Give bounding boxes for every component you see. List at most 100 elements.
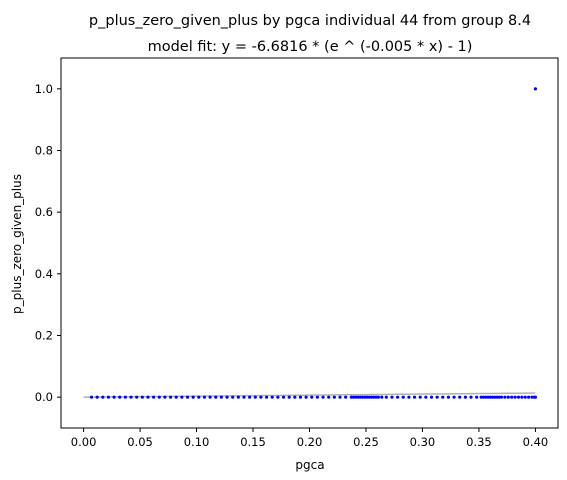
data-point <box>488 395 492 399</box>
data-point <box>446 395 451 399</box>
data-point <box>219 395 223 399</box>
data-point <box>463 395 467 399</box>
data-point <box>435 395 439 399</box>
data-point <box>242 395 246 399</box>
y-tick-label: 0.2 <box>35 329 53 343</box>
data-point <box>452 395 456 399</box>
data-point <box>513 395 517 399</box>
x-tick-label: 0.15 <box>240 435 266 449</box>
data-point <box>327 395 331 399</box>
data-point <box>259 395 263 399</box>
data-point <box>248 395 252 399</box>
data-point <box>168 395 173 399</box>
data-point <box>174 395 178 399</box>
data-point <box>495 395 499 399</box>
x-tick-label: 0.00 <box>71 435 97 449</box>
data-point <box>424 395 428 399</box>
plot-area: 0.00 0.05 0.10 0.15 0.20 0.25 0.30 0.35 0.40 0.0 0… <box>35 57 559 449</box>
data-point <box>152 395 156 399</box>
data-point <box>376 395 380 399</box>
x-tick-label: 0.10 <box>184 435 210 449</box>
data-point <box>374 395 378 399</box>
data-point <box>365 395 369 399</box>
data-point <box>372 395 376 399</box>
data-point <box>360 395 365 399</box>
data-point <box>358 395 362 399</box>
data-point <box>469 395 473 399</box>
data-point <box>533 395 538 399</box>
data-point <box>390 395 394 399</box>
data-point <box>236 395 240 399</box>
data-point <box>293 395 297 399</box>
data-point <box>95 395 99 399</box>
data-point <box>499 395 504 399</box>
data-point <box>270 395 274 399</box>
data-point <box>523 395 527 399</box>
data-point <box>481 395 486 399</box>
data-point <box>407 395 411 399</box>
data-point <box>484 395 488 399</box>
data-point <box>351 395 356 399</box>
data-point <box>506 395 510 399</box>
data-point <box>458 395 462 399</box>
data-point <box>197 395 201 399</box>
data-point <box>384 395 388 399</box>
data-point <box>479 395 483 399</box>
data-point <box>441 395 445 399</box>
data-point <box>530 395 534 399</box>
data-point <box>310 395 314 399</box>
data-point <box>503 395 507 399</box>
data-point <box>208 395 212 399</box>
data-point <box>367 395 371 399</box>
y-tick-label: 0.4 <box>35 267 53 281</box>
data-point <box>490 395 495 399</box>
data-point <box>356 395 360 399</box>
data-point <box>418 395 422 399</box>
data-point <box>516 395 521 399</box>
fit-line <box>83 392 536 398</box>
data-point <box>264 395 269 399</box>
data-point <box>349 395 353 399</box>
data-point <box>185 395 190 399</box>
data-point <box>180 395 184 399</box>
data-point <box>332 395 336 399</box>
data-point <box>510 395 514 399</box>
data-point <box>157 395 161 399</box>
data-point <box>89 395 94 399</box>
data-point <box>276 395 280 399</box>
data-point <box>486 395 490 399</box>
data-point <box>287 395 291 399</box>
data-point <box>396 395 400 399</box>
data-point <box>520 395 524 399</box>
data-point <box>231 395 235 399</box>
data-point <box>135 395 139 399</box>
data-point <box>112 395 116 399</box>
data-point <box>338 395 342 399</box>
x-tick-label: 0.20 <box>297 435 323 449</box>
data-point <box>533 87 538 91</box>
chart-title: p_plus_zero_given_plus by pgca individua… <box>89 13 531 29</box>
data-point <box>191 395 195 399</box>
y-tick-label: 0.8 <box>35 144 53 158</box>
data-point <box>225 395 229 399</box>
data-point <box>118 395 122 399</box>
data-point <box>202 395 207 399</box>
data-point <box>344 395 348 399</box>
data-point <box>370 395 374 399</box>
data-point <box>298 395 303 399</box>
x-axis-label: pgca <box>295 458 324 472</box>
chart-subtitle: model fit: y = -6.6816 * (e ^ (-0.005 * … <box>148 39 473 55</box>
data-point <box>475 395 479 399</box>
data-point <box>401 395 405 399</box>
y-tick-label: 0.0 <box>35 390 53 404</box>
y-tick-label: 1.0 <box>35 82 53 96</box>
data-point <box>253 395 257 399</box>
data-point <box>354 395 358 399</box>
data-point <box>101 395 105 399</box>
data-point <box>214 395 218 399</box>
data-point <box>321 395 325 399</box>
data-point <box>315 395 320 399</box>
x-tick-label: 0.25 <box>353 435 379 449</box>
axes-frame <box>60 57 559 429</box>
y-axis-label: p_plus_zero_given_plus <box>10 174 24 314</box>
